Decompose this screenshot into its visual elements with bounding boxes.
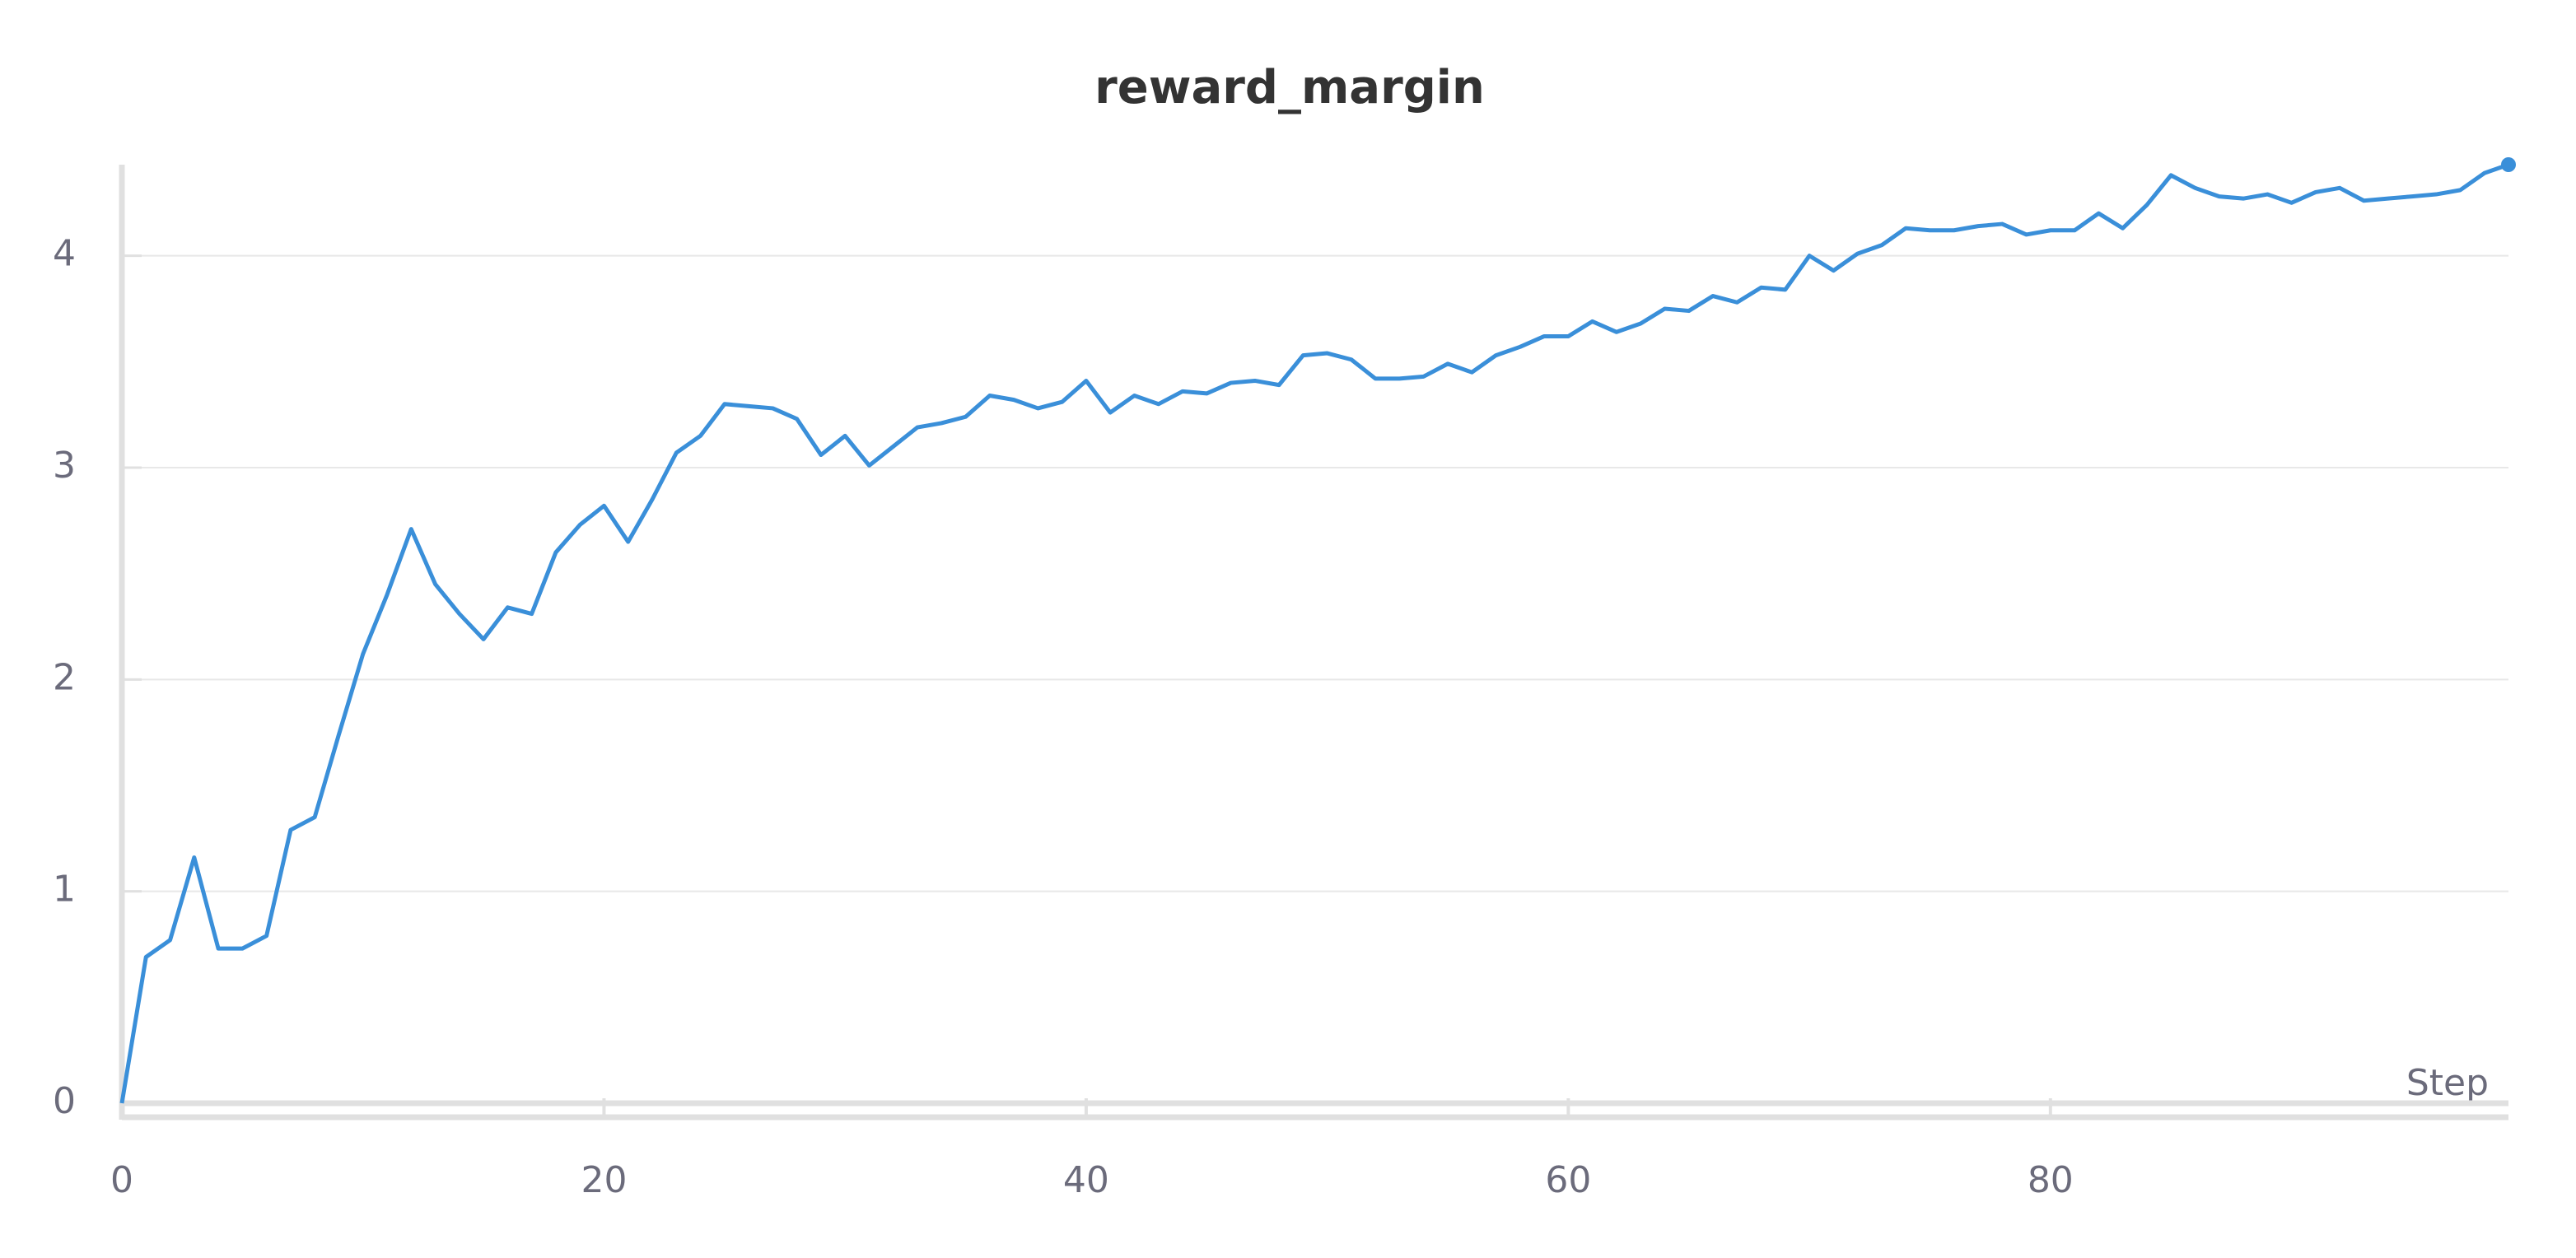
x-tick-label: 0 — [110, 1159, 133, 1201]
y-tick-label: 1 — [53, 869, 76, 911]
x-tick-label: 60 — [1545, 1159, 1591, 1201]
y-tick-label: 4 — [53, 233, 76, 275]
y-tick-label: 0 — [53, 1080, 76, 1122]
y-tick-label: 2 — [53, 656, 76, 698]
y-tick-label: 3 — [53, 445, 76, 487]
chart-title: reward_margin — [1094, 61, 1485, 114]
x-tick-label: 80 — [2028, 1159, 2074, 1201]
x-tick-label: 20 — [581, 1159, 627, 1201]
last-point — [2501, 157, 2516, 172]
x-tick-label: 40 — [1063, 1159, 1109, 1201]
x-axis-label: Step — [2406, 1062, 2489, 1104]
series-line — [119, 162, 2509, 1104]
